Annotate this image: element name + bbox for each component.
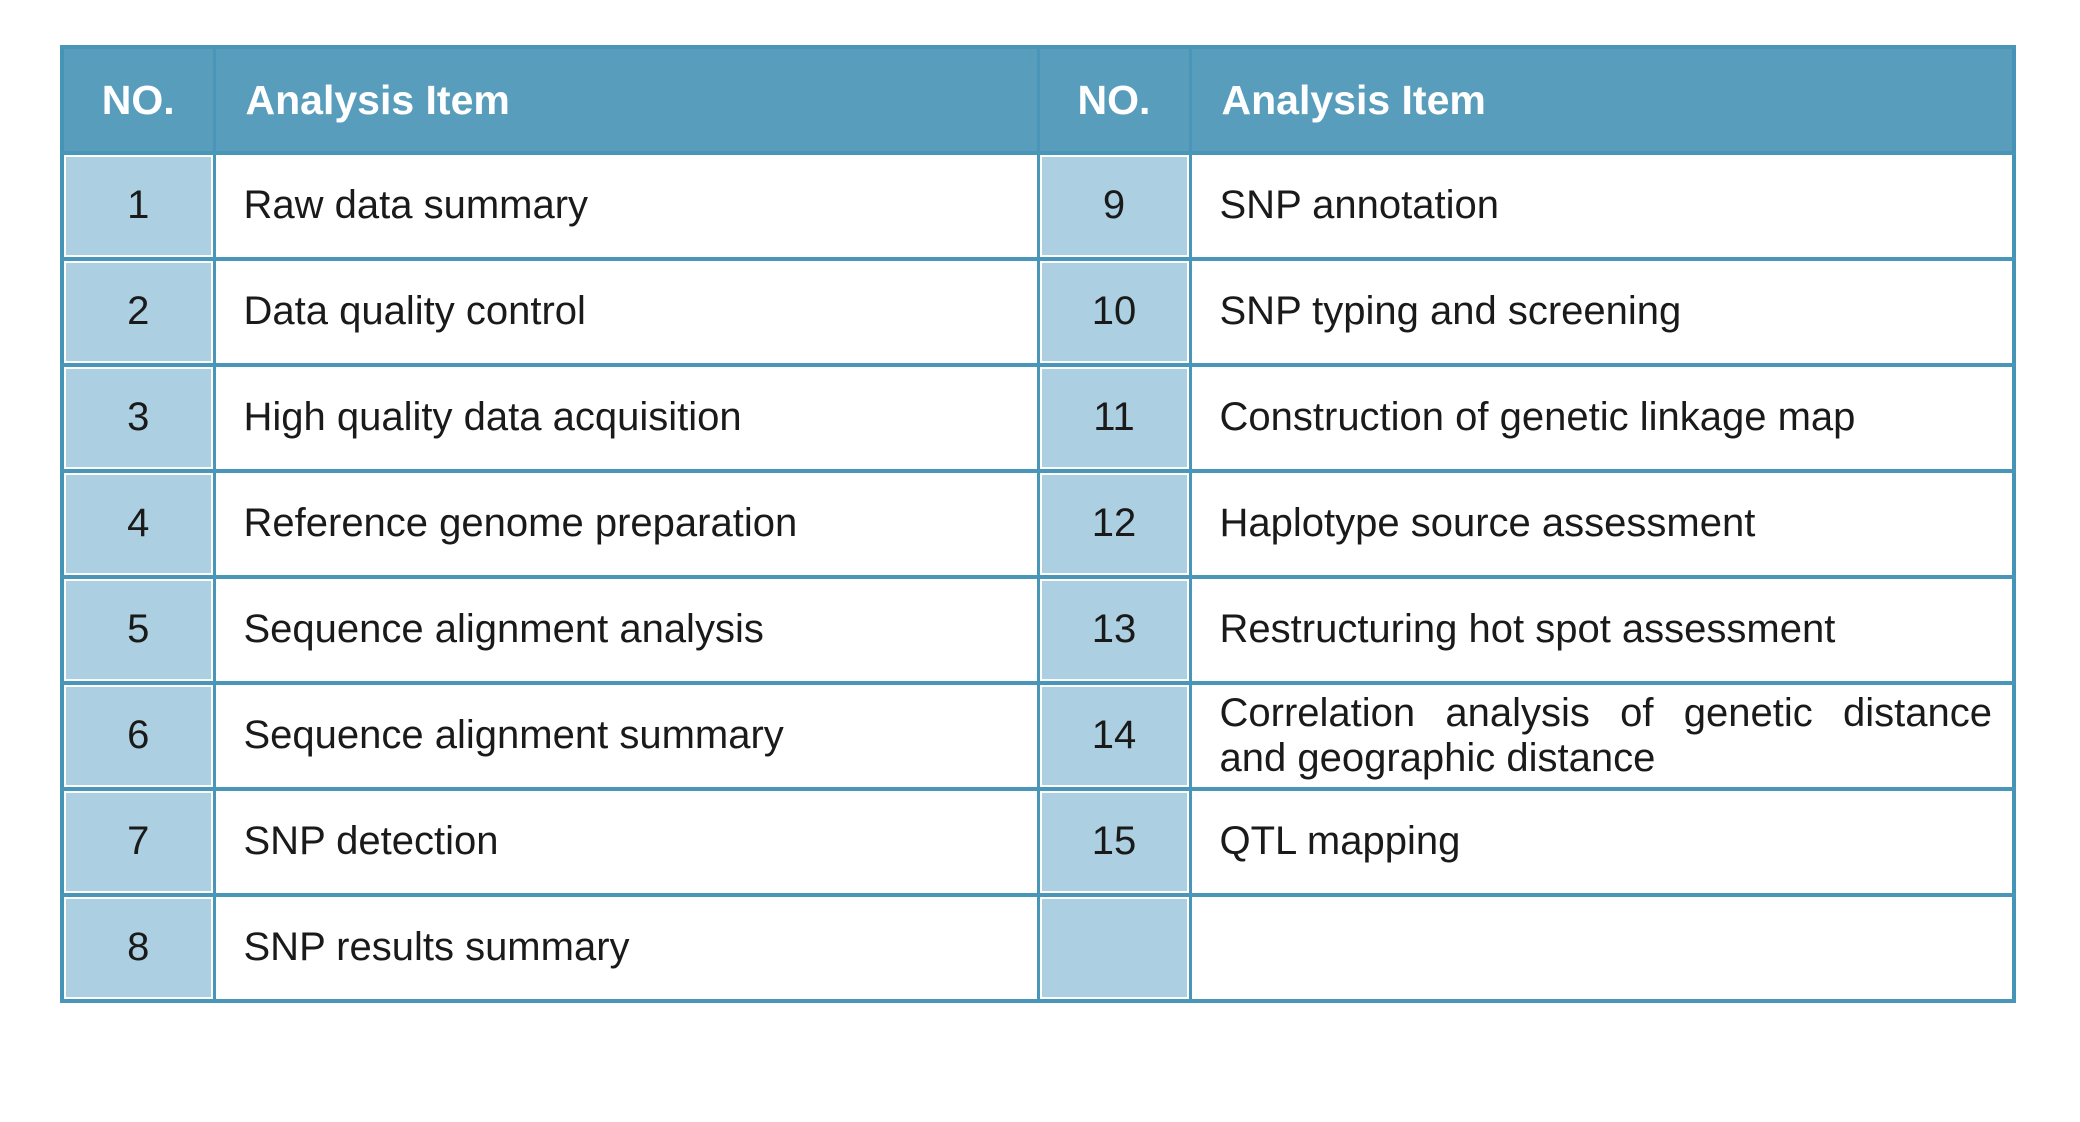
- cell-item: Raw data summary: [212, 151, 1040, 261]
- cell-item: SNP results summary: [212, 893, 1040, 1003]
- table-row: 8 SNP results summary: [60, 893, 2016, 1003]
- header-no-right: NO.: [1036, 45, 1192, 155]
- header-row: NO. Analysis Item NO. Analysis Item: [60, 45, 2016, 155]
- cell-no: 11: [1036, 363, 1192, 473]
- cell-item: SNP typing and screening: [1188, 257, 2016, 367]
- cell-no: [1036, 893, 1192, 1003]
- cell-no: 4: [60, 469, 216, 579]
- cell-item: QTL mapping: [1188, 787, 2016, 897]
- table-row: 3 High quality data acquisition 11 Const…: [60, 363, 2016, 473]
- cell-item: Restructuring hot spot assessment: [1188, 575, 2016, 685]
- cell-item: Reference genome preparation: [212, 469, 1040, 579]
- cell-item: SNP annotation: [1188, 151, 2016, 261]
- cell-no: 3: [60, 363, 216, 473]
- cell-no: 5: [60, 575, 216, 685]
- cell-no: 10: [1036, 257, 1192, 367]
- table-row: 5 Sequence alignment analysis 13 Restruc…: [60, 575, 2016, 685]
- cell-no: 7: [60, 787, 216, 897]
- cell-item: Sequence alignment summary: [212, 681, 1040, 791]
- cell-no: 6: [60, 681, 216, 791]
- analysis-items-table: NO. Analysis Item NO. Analysis Item 1 Ra…: [60, 45, 2016, 1003]
- cell-no: 15: [1036, 787, 1192, 897]
- header-no-left: NO.: [60, 45, 216, 155]
- cell-item: Correlation analysis of genetic distance…: [1188, 681, 2016, 791]
- cell-no: 9: [1036, 151, 1192, 261]
- header-item-right: Analysis Item: [1188, 45, 2016, 155]
- cell-no: 14: [1036, 681, 1192, 791]
- cell-item: [1188, 893, 2016, 1003]
- cell-no: 2: [60, 257, 216, 367]
- cell-no: 12: [1036, 469, 1192, 579]
- analysis-items-table-wrapper: NO. Analysis Item NO. Analysis Item 1 Ra…: [60, 45, 2016, 1003]
- cell-no: 1: [60, 151, 216, 261]
- header-item-left: Analysis Item: [212, 45, 1040, 155]
- cell-item: High quality data acquisition: [212, 363, 1040, 473]
- table-row: 4 Reference genome preparation 12 Haplot…: [60, 469, 2016, 579]
- table-row: 6 Sequence alignment summary 14 Correlat…: [60, 681, 2016, 791]
- cell-item: Construction of genetic linkage map: [1188, 363, 2016, 473]
- cell-no: 8: [60, 893, 216, 1003]
- table-row: 1 Raw data summary 9 SNP annotation: [60, 151, 2016, 261]
- cell-item: Sequence alignment analysis: [212, 575, 1040, 685]
- cell-item: SNP detection: [212, 787, 1040, 897]
- cell-item: Data quality control: [212, 257, 1040, 367]
- table-row: 7 SNP detection 15 QTL mapping: [60, 787, 2016, 897]
- cell-no: 13: [1036, 575, 1192, 685]
- cell-item: Haplotype source assessment: [1188, 469, 2016, 579]
- table-row: 2 Data quality control 10 SNP typing and…: [60, 257, 2016, 367]
